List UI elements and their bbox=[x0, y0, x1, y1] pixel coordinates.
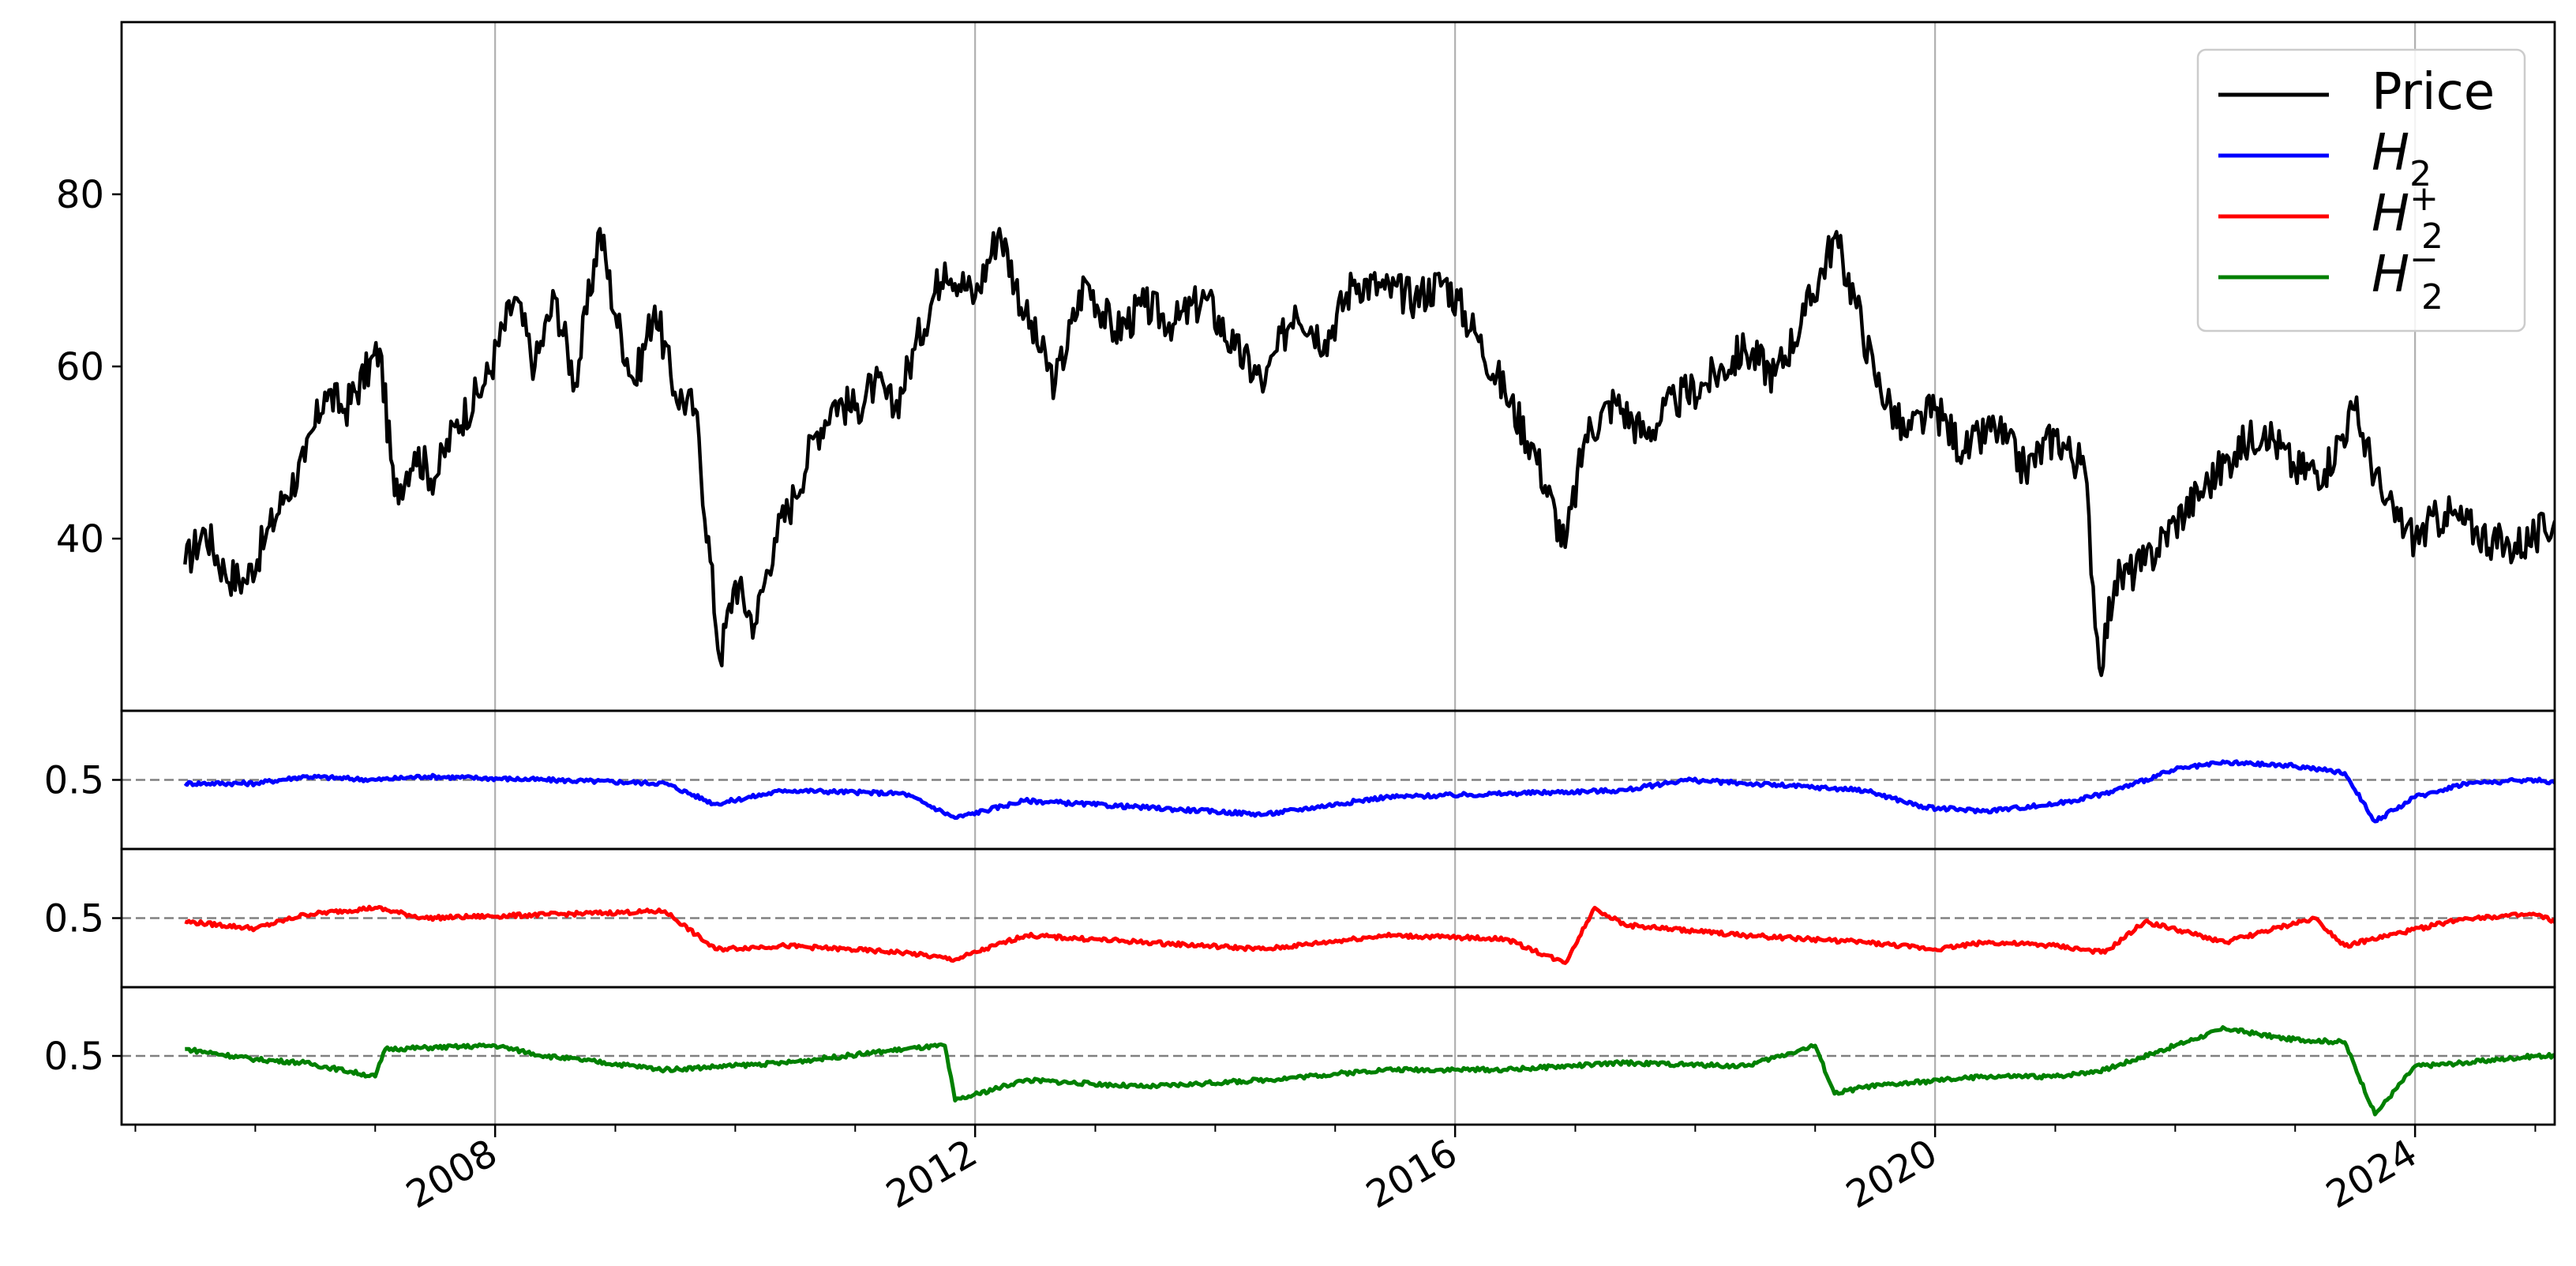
x-tick-label-2008: 2008 bbox=[399, 1131, 504, 1218]
price-y-tick-label: 40 bbox=[56, 517, 104, 562]
price-y-tick-label: 60 bbox=[56, 345, 104, 389]
legend-label: H− 2 bbox=[2372, 239, 2443, 317]
x-tick-label-2012: 2012 bbox=[879, 1131, 984, 1218]
h2_minus-y-tick-label: 0.5 bbox=[44, 1035, 104, 1079]
h2_plus-y-tick-label: 0.5 bbox=[44, 897, 104, 941]
legend-label: Price bbox=[2372, 63, 2495, 122]
x-tick-label-2024: 2024 bbox=[2319, 1131, 2424, 1218]
legend-label: H2 bbox=[2372, 124, 2432, 194]
h2-y-tick-label: 0.5 bbox=[44, 759, 104, 803]
series-line-h2_plus bbox=[184, 904, 2555, 965]
legend-label: H+ 2 bbox=[2372, 178, 2443, 257]
h2_minus-panel-frame bbox=[120, 986, 2556, 1126]
price-y-tick-label: 80 bbox=[56, 173, 104, 217]
series-line-price bbox=[183, 227, 2555, 678]
series-line-h2 bbox=[183, 759, 2555, 824]
legend-box bbox=[2196, 48, 2526, 332]
series-line-h2_minus bbox=[185, 1025, 2555, 1117]
x-tick-label-2020: 2020 bbox=[1839, 1131, 1944, 1218]
x-tick-label-2016: 2016 bbox=[1359, 1131, 1464, 1218]
